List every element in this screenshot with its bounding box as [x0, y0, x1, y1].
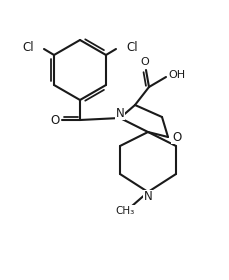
Text: O: O	[172, 130, 181, 144]
Text: OH: OH	[168, 70, 185, 80]
Text: O: O	[50, 113, 59, 127]
Text: CH₃: CH₃	[115, 206, 134, 216]
Text: Cl: Cl	[125, 41, 137, 53]
Text: N: N	[143, 190, 152, 204]
Text: Cl: Cl	[22, 41, 34, 53]
Text: N: N	[115, 106, 124, 120]
Text: O: O	[140, 57, 149, 67]
